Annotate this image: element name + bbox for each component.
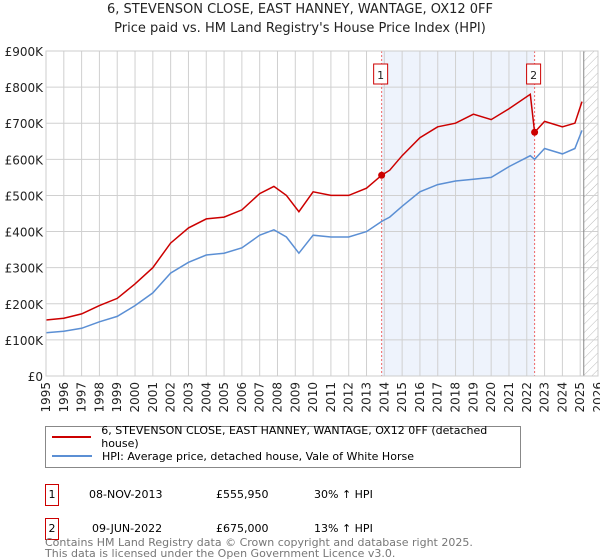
x-tick-label: 2017 <box>431 382 445 413</box>
sale-label: 2 <box>530 69 537 82</box>
x-tick-label: 1999 <box>110 382 124 413</box>
x-tick-label: 2006 <box>235 382 249 413</box>
y-tick-label: £600K <box>5 153 45 167</box>
x-tick-label: 2012 <box>342 382 356 413</box>
y-tick-label: £100K <box>5 334 45 348</box>
x-tick-label: 1997 <box>75 382 89 413</box>
x-tick-label: 2015 <box>395 382 409 413</box>
hpi-line <box>45 130 583 334</box>
sale-label: 1 <box>377 69 384 82</box>
sale-point <box>378 171 386 179</box>
sale-label-box <box>373 63 389 85</box>
x-tick-label: 2023 <box>538 382 552 413</box>
plot-area: 1995 1996 1997 1998 1999 2000 2001 2002 2003 2004… <box>5 45 600 413</box>
x-tick-label: 2026 <box>591 382 600 413</box>
x-tick-label: 2002 <box>164 382 178 413</box>
sale-marker-badge: 1 <box>45 484 59 506</box>
x-tick-label: 2009 <box>288 382 302 413</box>
y-tick-label: £400K <box>5 226 45 240</box>
legend-item-property: 6, STEVENSON CLOSE, EAST HANNEY, WANTAGE… <box>52 424 520 450</box>
y-tick-label: £200K <box>5 298 45 312</box>
shaded-period <box>381 51 535 376</box>
y-tick-label: £0 <box>28 370 43 384</box>
x-tick-label: 2024 <box>555 382 569 413</box>
x-tick-label: 2025 <box>573 382 587 413</box>
legend: 6, STEVENSON CLOSE, EAST HANNEY, WANTAGE… <box>45 424 521 468</box>
x-tick-label: 2007 <box>253 382 267 413</box>
legend-swatch-red <box>52 436 92 438</box>
sale-point <box>531 128 539 136</box>
x-tick-label: 2018 <box>449 382 463 413</box>
x-tick-label: 2019 <box>466 382 480 413</box>
x-tick-label: 2008 <box>270 382 284 413</box>
sale-hpi-diff: 13% ↑ HPI <box>314 522 373 535</box>
legend-label: 6, STEVENSON CLOSE, EAST HANNEY, WANTAGE… <box>101 424 488 450</box>
footer: Contains HM Land Registry data © Crown c… <box>45 537 473 560</box>
plot-border <box>45 50 599 377</box>
y-tick-label: £300K <box>5 262 45 276</box>
x-tick-label: 2022 <box>520 382 534 413</box>
x-tick-label: 2014 <box>377 382 391 413</box>
forecast-hatch <box>583 51 598 376</box>
footer-copyright: Contains HM Land Registry data © Crown c… <box>45 536 473 549</box>
x-tick-label: 2001 <box>146 382 160 413</box>
sale-label-box <box>526 63 542 85</box>
legend-label: HPI: Average price, detached house, Vale… <box>102 449 414 463</box>
sale-hpi-diff: 30% ↑ HPI <box>314 488 373 501</box>
sale-date: 08-NOV-2013 <box>89 488 163 501</box>
x-tick-label: 2004 <box>199 382 213 413</box>
sale-price: £675,000 <box>216 522 269 535</box>
sale-marker-badge: 2 <box>45 518 59 540</box>
x-tick-label: 2020 <box>484 382 498 413</box>
y-tick-label: £900K <box>5 45 45 59</box>
x-tick-label: 2000 <box>128 382 142 413</box>
footer-licence: This data is licensed under the Open Gov… <box>45 547 396 560</box>
legend-swatch-blue <box>52 455 92 457</box>
sale-date: 09-JUN-2022 <box>92 522 163 535</box>
x-tick-label: 1998 <box>92 382 106 413</box>
x-tick-label: 1995 <box>39 382 53 413</box>
x-tick-label: 2013 <box>360 382 374 413</box>
y-tick-label: £700K <box>5 117 45 131</box>
y-tick-label: £500K <box>5 189 45 203</box>
sale-price: £555,950 <box>216 488 269 501</box>
chart-title: 6, STEVENSON CLOSE, EAST HANNEY, WANTAGE… <box>106 2 494 17</box>
x-tick-label: 1996 <box>57 382 71 413</box>
x-tick-label: 2005 <box>217 382 231 413</box>
x-tick-label: 2021 <box>502 382 516 413</box>
chart-subtitle: Price paid vs. HM Land Registry's House … <box>114 21 486 36</box>
x-tick-label: 2003 <box>181 382 195 413</box>
y-tick-label: £800K <box>5 81 45 95</box>
x-tick-label: 2011 <box>324 382 338 413</box>
property-price-line <box>45 92 583 321</box>
legend-item-hpi: HPI: Average price, detached house, Vale… <box>52 447 414 465</box>
x-tick-label: 2010 <box>306 382 320 413</box>
x-tick-label: 2016 <box>413 382 427 413</box>
